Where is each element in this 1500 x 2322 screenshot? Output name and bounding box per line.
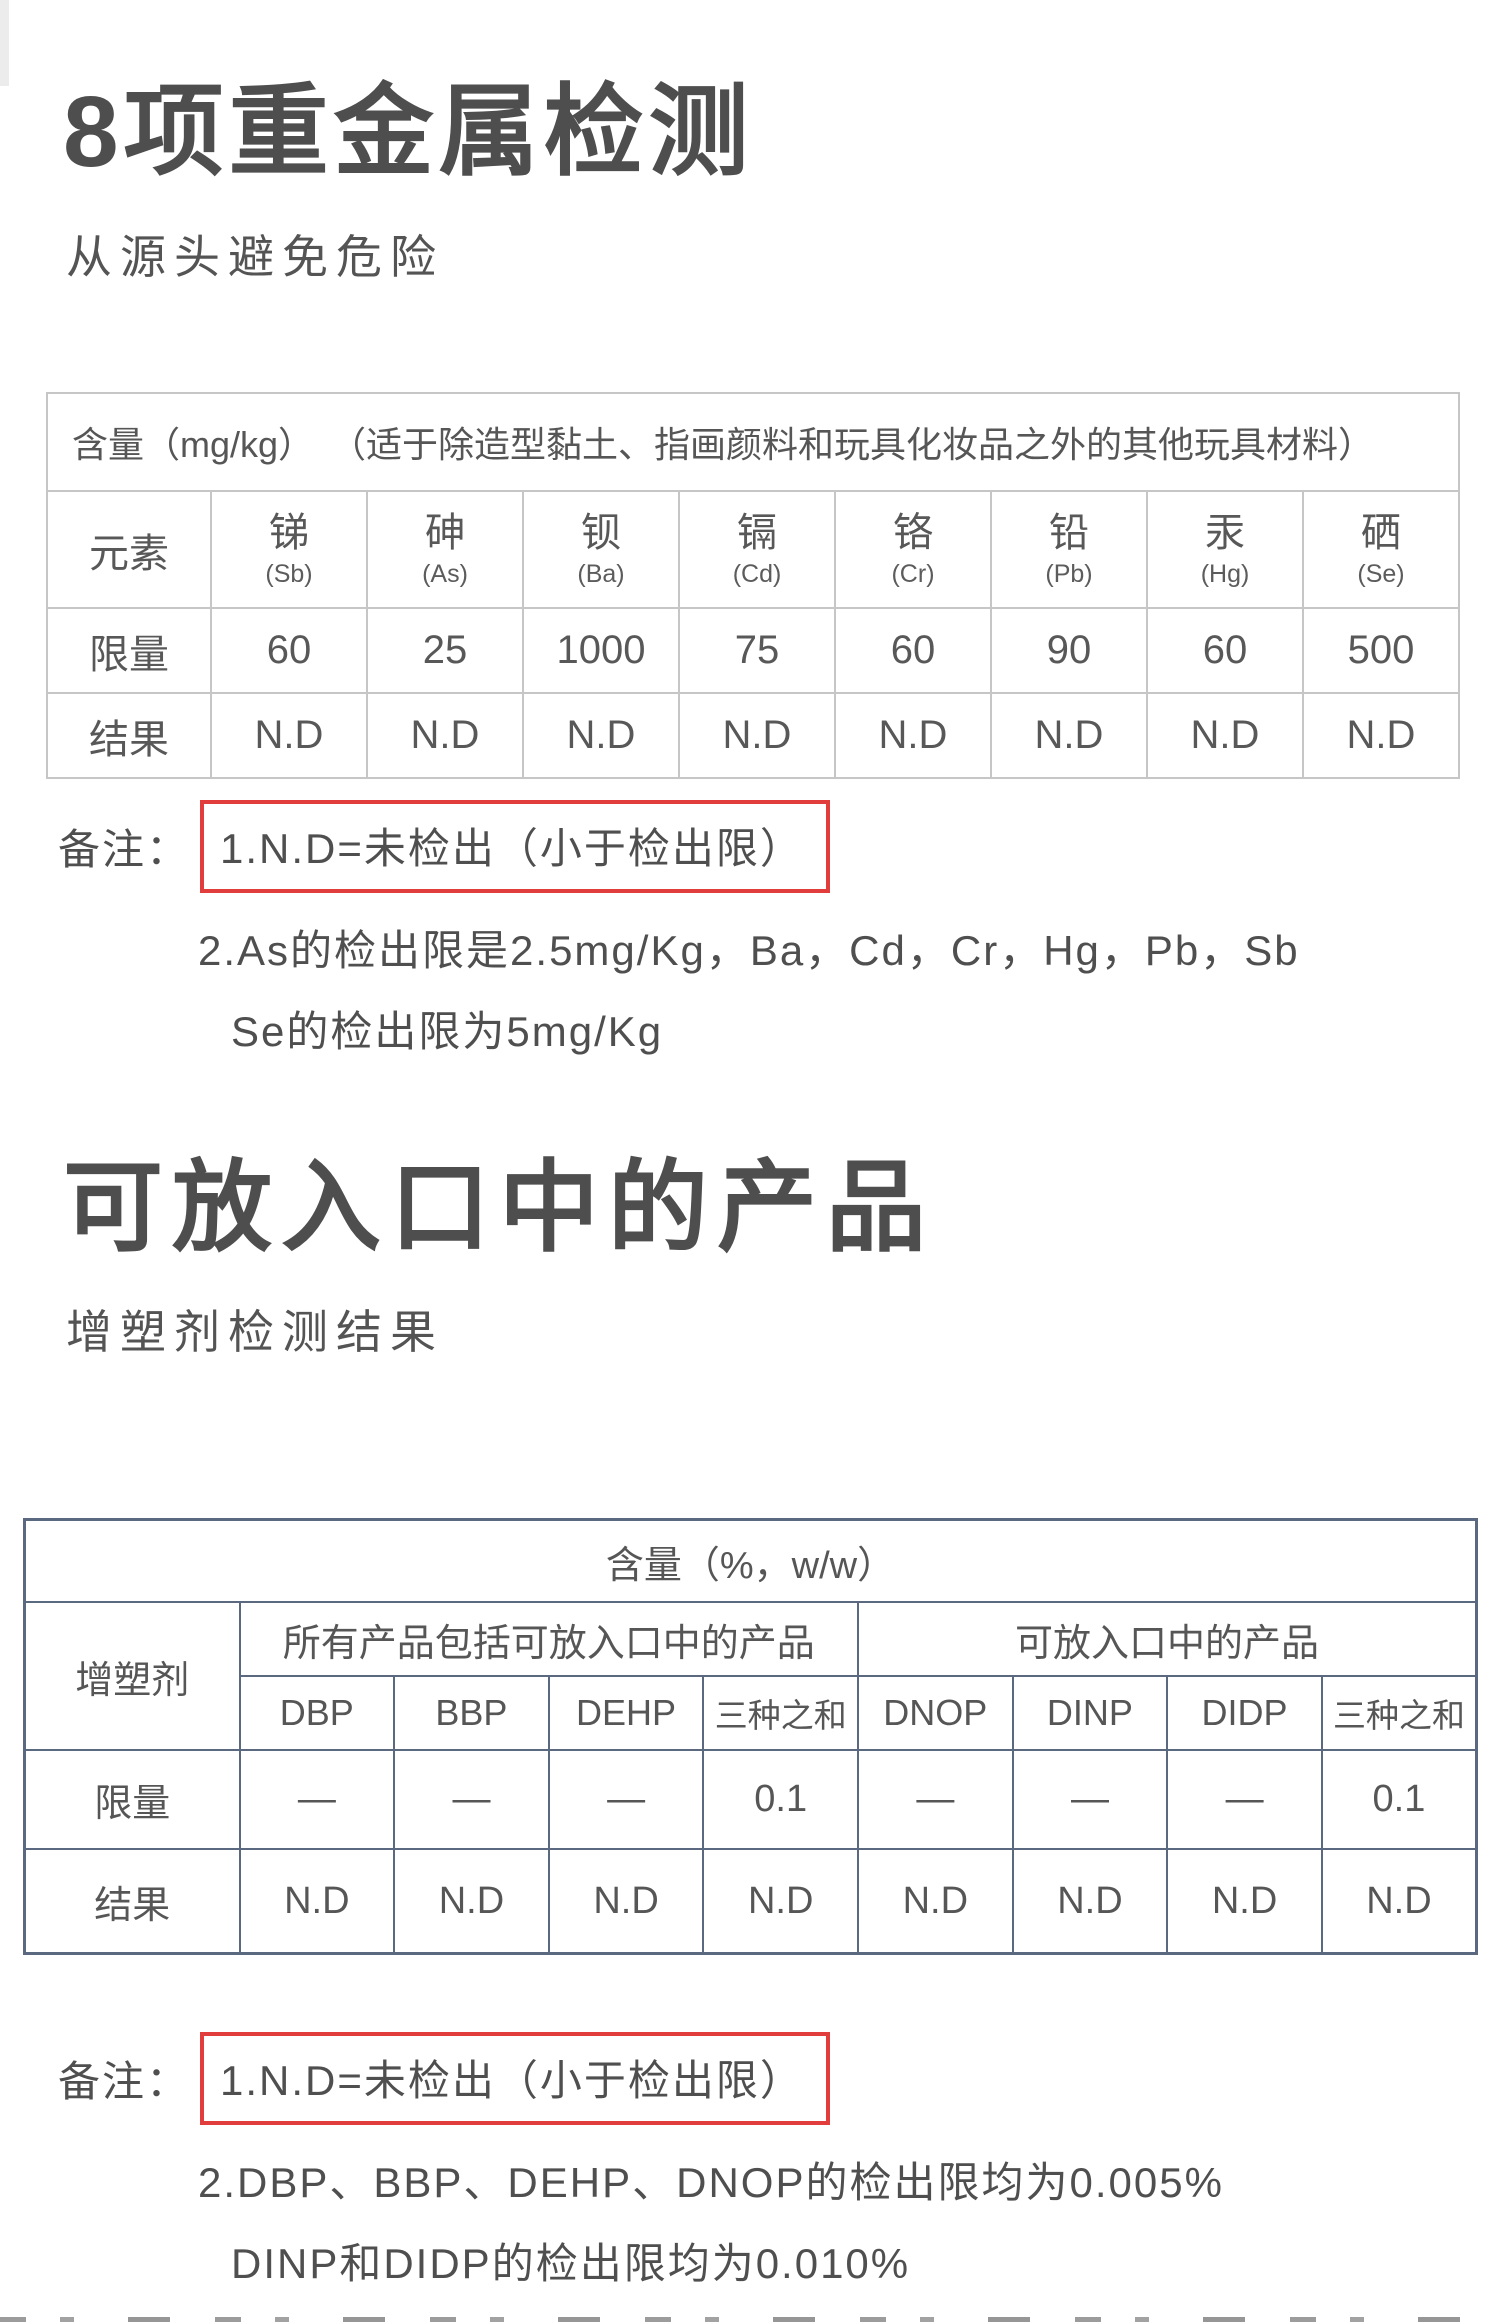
result-cell: N.D (393, 1848, 550, 1955)
heavy-metals-title: 8项重金属检测 (63, 76, 754, 188)
result-cell: N.D (834, 692, 992, 779)
limit-cell: 60 (1146, 607, 1304, 694)
result-cell: N.D (1146, 692, 1304, 779)
result-cell: N.D (210, 692, 368, 779)
highlight-box-note1: 1.N.D=未检出（小于检出限） (200, 2032, 830, 2125)
notes-line-3: Se的检出限为5mg/Kg (231, 1008, 664, 1055)
limit-cell: — (393, 1749, 550, 1850)
left-edge-artifact (0, 0, 9, 86)
element-cell: 硒 (Se) (1302, 490, 1460, 609)
column-header: DBP (238, 1675, 396, 1751)
row-label-result: 结果 (46, 692, 212, 779)
column-header: DINP (1011, 1675, 1169, 1751)
row-label-limit: 限量 (46, 607, 212, 694)
column-header: DIDP (1166, 1675, 1323, 1751)
group-header-row: 增塑剂 所有产品包括可放入口中的产品 可放入口中的产品 (23, 1601, 1478, 1751)
row-label-element: 元素 (46, 490, 212, 609)
plasticizer-title: 可放入口中的产品 (63, 1152, 935, 1264)
notes-line-1: 备注： 1.N.D=未检出（小于检出限） (58, 2032, 1224, 2125)
result-cell: N.D (678, 692, 836, 779)
notes-line-3: DINP和DIDP的检出限均为0.010% (231, 2240, 911, 2287)
column-header: DEHP (547, 1675, 705, 1751)
table-caption-row: 含量（mg/kg） （适于除造型黏土、指画颜料和玩具化妆品之外的其他玩具材料） (46, 392, 1460, 492)
column-header-row: DBP BBP DEHP 三种之和 DNOP DINP DIDP 三种之和 (25, 1675, 1478, 1751)
limit-cell: 1000 (522, 607, 680, 694)
column-header: 三种之和 (702, 1675, 859, 1751)
limit-cell: 0.1 (702, 1749, 859, 1850)
element-cell: 砷 (As) (366, 490, 524, 609)
row-label-plasticizer: 增塑剂 (23, 1601, 241, 1751)
row-label-limit: 限量 (23, 1749, 241, 1850)
result-cell: N.D (238, 1848, 396, 1955)
result-row: 结果 N.D N.D N.D N.D N.D N.D N.D N.D (46, 692, 1460, 779)
result-cell: N.D (990, 692, 1148, 779)
table-caption: 含量（mg/kg） （适于除造型黏土、指画颜料和玩具化妆品之外的其他玩具材料） (46, 392, 1460, 492)
limit-cell: 75 (678, 607, 836, 694)
limit-row: 限量 — — — 0.1 — — — 0.1 (23, 1749, 1478, 1850)
limit-cell: 60 (210, 607, 368, 694)
heavy-metals-subtitle: 从源头避免危险 (66, 231, 444, 283)
result-cell: N.D (702, 1848, 859, 1955)
next-section-edge (0, 2317, 1500, 2322)
element-cell: 锑 (Sb) (210, 490, 368, 609)
result-cell: N.D (1302, 692, 1460, 779)
result-cell: N.D (1320, 1848, 1478, 1955)
result-cell: N.D (547, 1848, 705, 1955)
heavy-metals-table: 含量（mg/kg） （适于除造型黏土、指画颜料和玩具化妆品之外的其他玩具材料） 元… (46, 392, 1460, 779)
group-header-all-products: 所有产品包括可放入口中的产品 (238, 1601, 859, 1677)
element-cell: 钡 (Ba) (522, 490, 680, 609)
element-cell: 铬 (Cr) (834, 490, 992, 609)
limit-cell: — (238, 1749, 396, 1850)
limit-cell: — (1166, 1749, 1323, 1850)
notes-label: 备注： (58, 2058, 191, 2105)
element-row: 元素 锑 (Sb) 砷 (As) 钡 (Ba) 镉 (Cd) 铬 (Cr) (46, 490, 1460, 609)
column-header: DNOP (857, 1675, 1014, 1751)
element-cell: 铅 (Pb) (990, 490, 1148, 609)
caption-scope-note: （适于除造型黏土、指画颜料和玩具化妆品之外的其他玩具材料） (348, 424, 1375, 465)
plasticizer-table: 含量（%，w/w） 增塑剂 所有产品包括可放入口中的产品 可放入口中的产品 DB… (23, 1518, 1478, 1955)
limit-cell: 25 (366, 607, 524, 694)
plasticizer-subtitle: 增塑剂检测结果 (66, 1306, 444, 1358)
column-header: 三种之和 (1320, 1675, 1478, 1751)
limit-cell: 90 (990, 607, 1148, 694)
notes-label: 备注： (58, 826, 191, 873)
limit-cell: — (857, 1749, 1014, 1850)
notes-line-2: 2.DBP、BBP、DEHP、DNOP的检出限均为0.005% (198, 2159, 1224, 2206)
limit-cell: 500 (1302, 607, 1460, 694)
limit-cell: — (547, 1749, 705, 1850)
table-caption: 含量（%，w/w） (23, 1518, 1478, 1603)
limit-cell: 0.1 (1320, 1749, 1478, 1850)
element-cell: 镉 (Cd) (678, 490, 836, 609)
notes-line-1: 备注： 1.N.D=未检出（小于检出限） (58, 800, 1300, 893)
notes-line-2: 2.As的检出限是2.5mg/Kg，Ba，Cd，Cr，Hg，Pb，Sb (198, 927, 1300, 974)
notes-plasticizer: 备注： 1.N.D=未检出（小于检出限） 2.DBP、BBP、DEHP、DNOP… (58, 2032, 1224, 2291)
result-row: 结果 N.D N.D N.D N.D N.D N.D N.D N.D (23, 1848, 1478, 1955)
group-header-mouthable-products: 可放入口中的产品 (857, 1601, 1478, 1677)
result-cell: N.D (522, 692, 680, 779)
result-cell: N.D (857, 1848, 1014, 1955)
row-label-result: 结果 (23, 1848, 241, 1955)
element-cell: 汞 (Hg) (1146, 490, 1304, 609)
column-header: BBP (393, 1675, 550, 1751)
limit-row: 限量 60 25 1000 75 60 90 60 500 (46, 607, 1460, 694)
notes-heavy-metals: 备注： 1.N.D=未检出（小于检出限） 2.As的检出限是2.5mg/Kg，B… (58, 800, 1300, 1059)
highlight-box-note1: 1.N.D=未检出（小于检出限） (200, 800, 830, 893)
result-cell: N.D (1011, 1848, 1169, 1955)
caption-unit: 含量（mg/kg） (72, 424, 315, 465)
limit-cell: — (1011, 1749, 1169, 1850)
result-cell: N.D (366, 692, 524, 779)
table-caption-row: 含量（%，w/w） (23, 1518, 1478, 1603)
limit-cell: 60 (834, 607, 992, 694)
result-cell: N.D (1166, 1848, 1323, 1955)
